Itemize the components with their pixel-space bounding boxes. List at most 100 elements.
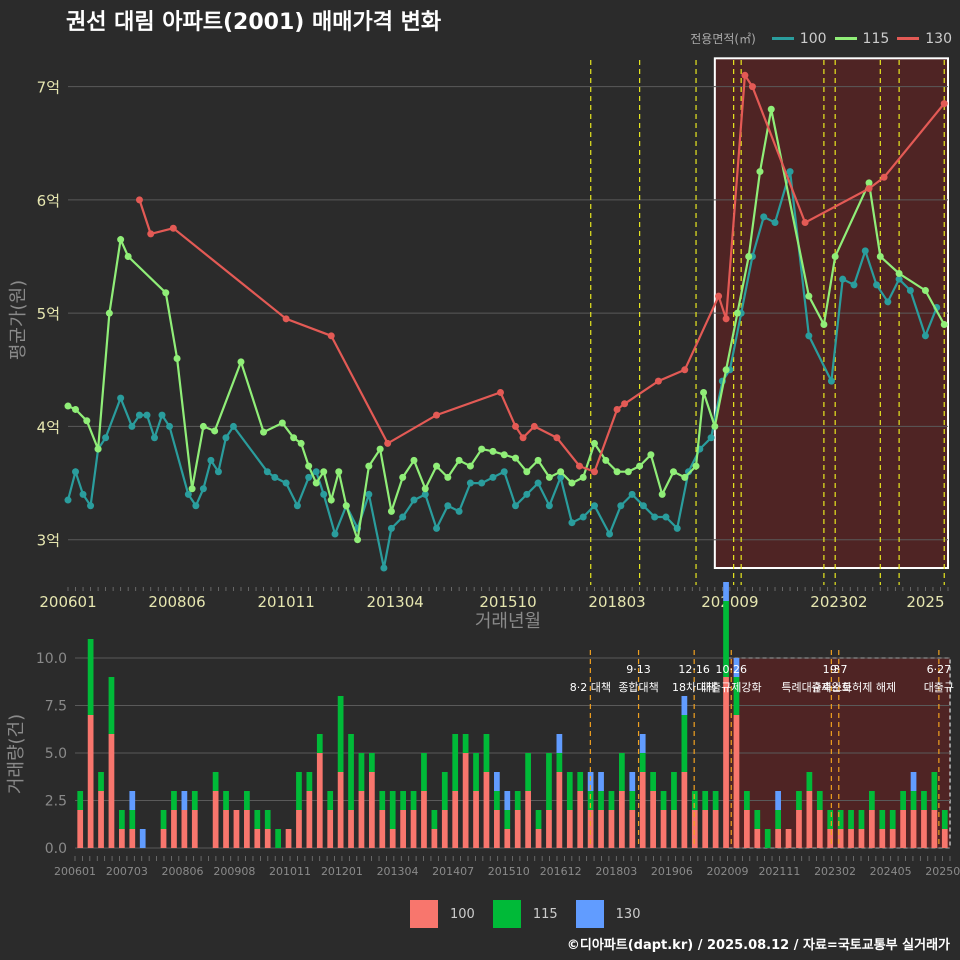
- bottom-legend-label-100: 100: [450, 906, 475, 922]
- data-point-130: [613, 405, 621, 413]
- data-point-115: [658, 490, 666, 498]
- bar-100: [598, 810, 604, 848]
- chart-title: 권선 대림 아파트(2001) 매매가격 변화: [66, 10, 442, 35]
- data-point-115: [895, 270, 903, 278]
- bar-100: [775, 829, 781, 848]
- bar-x-tick-label: 202009: [707, 865, 749, 878]
- data-point-130: [621, 400, 629, 408]
- data-point-100: [320, 490, 328, 498]
- data-point-115: [421, 485, 429, 493]
- data-point-115: [545, 473, 553, 481]
- bar-115: [556, 753, 563, 772]
- bar-100: [869, 810, 875, 848]
- bar-100: [806, 791, 813, 848]
- bar-100: [879, 829, 886, 848]
- bar-100: [119, 829, 125, 848]
- bar-100: [400, 810, 406, 848]
- bar-x-tick-label: 202405: [870, 865, 912, 878]
- bar-100: [639, 772, 646, 848]
- bar-100: [587, 810, 594, 848]
- bar-115: [473, 753, 479, 791]
- bar-100: [921, 810, 927, 848]
- legend-item-115: 115: [834, 31, 889, 47]
- bar-100: [816, 810, 823, 848]
- data-point-100: [489, 473, 497, 481]
- bar-y-tick-label: 0.0: [45, 841, 67, 857]
- data-point-115: [636, 462, 644, 470]
- x-tick-label: 201011: [257, 593, 314, 611]
- bar-100: [129, 829, 136, 848]
- bar-100: [858, 829, 865, 848]
- data-point-130: [147, 230, 155, 238]
- bar-100: [108, 734, 115, 848]
- bar-115: [129, 810, 136, 829]
- data-point-100: [64, 496, 72, 504]
- bar-100: [494, 810, 500, 848]
- data-point-115: [876, 253, 884, 261]
- bar-100: [421, 791, 427, 848]
- bar-115: [525, 753, 531, 791]
- bar-115: [160, 810, 167, 829]
- data-point-115: [105, 309, 113, 317]
- legend-line-115: [834, 37, 857, 40]
- bar-100: [285, 829, 292, 848]
- policy-name-label: 특례대출축소토허제 해제: [781, 680, 896, 694]
- data-point-100: [117, 394, 125, 402]
- bar-115: [577, 772, 584, 791]
- bar-115: [546, 753, 552, 810]
- bar-y-tick-label: 10.0: [36, 651, 67, 667]
- data-point-115: [756, 168, 764, 176]
- data-point-115: [865, 179, 873, 187]
- x-tick-label: 201304: [367, 593, 424, 611]
- bar-100: [681, 772, 688, 848]
- bar-115: [535, 810, 542, 829]
- data-point-100: [500, 468, 508, 476]
- data-point-115: [260, 428, 268, 436]
- bar-130: [587, 772, 594, 791]
- bar-130: [775, 791, 781, 810]
- bar-100: [306, 791, 313, 848]
- bar-100: [504, 829, 511, 848]
- data-point-130: [519, 434, 527, 442]
- data-point-115: [722, 366, 730, 374]
- data-point-100: [639, 502, 647, 510]
- bar-x-tick-label: 201612: [540, 865, 582, 878]
- data-point-100: [786, 168, 794, 176]
- x-tick-label: 200806: [148, 593, 205, 611]
- bar-100: [296, 810, 302, 848]
- bottom-legend-label-115: 115: [532, 906, 558, 922]
- data-point-115: [444, 473, 452, 481]
- data-point-115: [523, 468, 531, 476]
- data-point-130: [169, 224, 177, 232]
- data-point-115: [478, 445, 486, 453]
- data-point-100: [760, 213, 768, 221]
- data-point-100: [135, 411, 143, 419]
- data-point-115: [745, 253, 753, 261]
- bar-115: [723, 601, 729, 677]
- bar-130: [681, 696, 688, 715]
- data-point-100: [399, 513, 407, 521]
- bar-100: [358, 791, 365, 848]
- bar-100: [931, 810, 938, 848]
- data-point-100: [87, 502, 95, 510]
- data-point-115: [681, 473, 689, 481]
- bar-115: [421, 753, 427, 791]
- data-point-100: [102, 434, 110, 442]
- bar-115: [379, 791, 386, 810]
- bar-115: [910, 791, 917, 810]
- bar-100: [619, 791, 625, 848]
- data-point-100: [707, 434, 715, 442]
- data-point-115: [831, 253, 839, 261]
- bar-100: [327, 810, 334, 848]
- data-point-100: [651, 513, 659, 521]
- bar-x-tick-label: 201011: [269, 865, 311, 878]
- bar-115: [869, 791, 875, 810]
- data-point-130: [530, 422, 538, 430]
- bar-115: [639, 753, 646, 772]
- policy-name-label: 8·2 대책: [570, 681, 611, 694]
- data-point-100: [214, 468, 222, 476]
- data-point-115: [410, 456, 418, 464]
- data-point-115: [83, 417, 91, 425]
- data-point-100: [166, 422, 174, 430]
- top-legend: 전용면적(㎡) 100 115 130: [690, 30, 952, 47]
